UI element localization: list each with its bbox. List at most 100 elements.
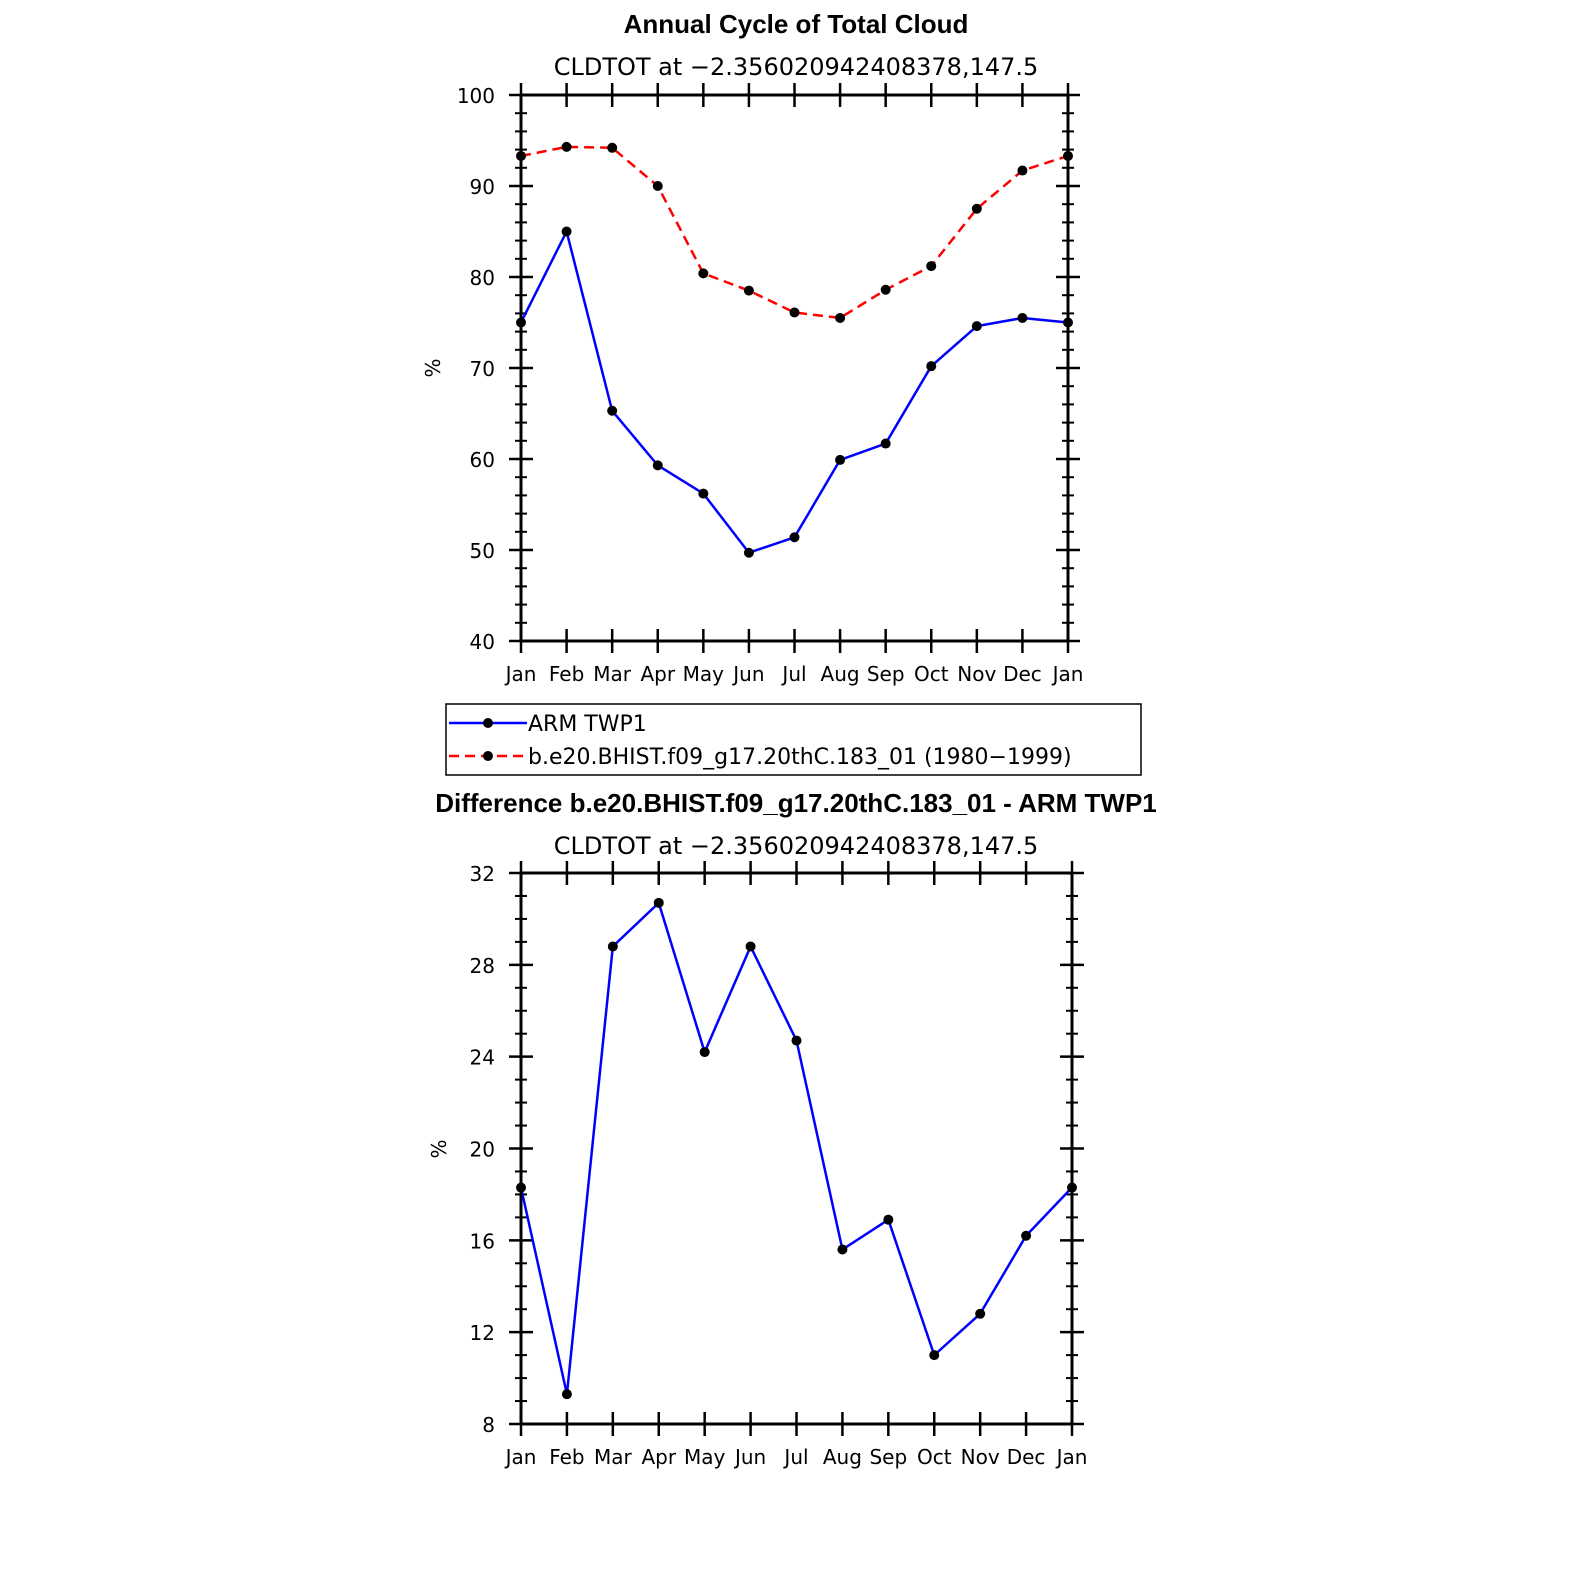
x-tick-label: Jan — [504, 662, 537, 686]
y-tick-label: 90 — [470, 175, 495, 199]
x-tick-labels: Jan Feb Mar Apr May Jun Jul Aug Sep Oct Nov Dec Jan — [504, 1445, 1088, 1469]
data-point — [607, 405, 618, 416]
y-tick-label: 60 — [470, 448, 495, 472]
x-tick-label: Feb — [549, 662, 584, 686]
data-point — [1017, 165, 1028, 176]
x-tick-label: May — [683, 662, 725, 686]
data-point — [883, 1214, 894, 1225]
y-tick-label: 28 — [470, 954, 495, 978]
legend-label-arm: ARM TWP1 — [528, 712, 647, 737]
x-tick-label: Mar — [594, 1445, 633, 1469]
x-tick-label: Dec — [1003, 662, 1042, 686]
x-tick-label: Jun — [733, 1445, 766, 1469]
y-tick-labels: 32 28 24 20 16 12 8 — [470, 862, 495, 1437]
difference-chart: Difference b.e20.BHIST.f09_g17.20thC.183… — [427, 788, 1157, 1469]
y-tick-label: 80 — [470, 266, 495, 290]
chart-subtitle: CLDTOT at −2.356020942408378,147.5 — [554, 832, 1039, 860]
chart-title: Difference b.e20.BHIST.f09_g17.20thC.183… — [435, 788, 1157, 818]
tick-marks — [509, 861, 1084, 1436]
y-tick-label: 32 — [470, 862, 495, 886]
x-tick-label: Sep — [869, 1445, 907, 1469]
data-point — [789, 307, 800, 318]
y-tick-label: 40 — [470, 630, 495, 654]
y-tick-label: 70 — [470, 357, 495, 381]
y-tick-label: 50 — [470, 539, 495, 563]
legend-label-model: b.e20.BHIST.f09_g17.20thC.183_01 (1980−1… — [528, 745, 1072, 770]
data-point — [1021, 1230, 1032, 1241]
series-line — [519, 901, 1073, 1396]
data-point — [745, 941, 756, 952]
data-point — [561, 1389, 572, 1400]
series-group — [516, 897, 1077, 1400]
data-point — [880, 438, 891, 449]
y-tick-label: 12 — [470, 1321, 495, 1345]
x-tick-label: Nov — [957, 662, 996, 686]
y-tick-label: 8 — [482, 1413, 495, 1437]
data-point — [607, 941, 618, 952]
chart-title: Annual Cycle of Total Cloud — [624, 9, 969, 39]
data-point — [653, 897, 664, 908]
x-tick-labels: Jan Feb Mar Apr May Jun Jul Aug Sep Oct Nov Dec Jan — [504, 662, 1084, 686]
data-point — [835, 312, 846, 323]
x-tick-label: Oct — [914, 662, 949, 686]
plot-frame — [519, 93, 1070, 643]
tick-marks — [509, 83, 1080, 653]
data-point — [791, 1035, 802, 1046]
y-tick-label: 100 — [457, 84, 495, 108]
legend-marker-arm — [483, 718, 493, 728]
data-point — [652, 460, 663, 471]
data-point — [975, 1308, 986, 1319]
data-point — [926, 261, 937, 272]
legend: ARM TWP1 b.e20.BHIST.f09_g17.20thC.183_0… — [445, 703, 1142, 776]
data-point — [561, 141, 572, 152]
chart-subtitle: CLDTOT at −2.356020942408378,147.5 — [554, 53, 1039, 81]
x-tick-label: Jul — [780, 662, 806, 686]
x-tick-label: Jul — [782, 1445, 808, 1469]
plot-frame — [519, 871, 1074, 1426]
data-point — [837, 1244, 848, 1255]
data-point — [789, 532, 800, 543]
x-tick-label: Aug — [823, 1445, 862, 1469]
x-tick-label: Jan — [1055, 1445, 1088, 1469]
y-tick-label: 20 — [470, 1138, 495, 1162]
data-point — [971, 203, 982, 214]
x-tick-label: Aug — [821, 662, 860, 686]
data-point — [1017, 312, 1028, 323]
x-tick-label: May — [684, 1445, 726, 1469]
x-tick-label: Sep — [867, 662, 905, 686]
data-point — [699, 1047, 710, 1058]
legend-marker-model — [483, 751, 493, 761]
x-tick-label: Apr — [641, 1445, 676, 1469]
x-tick-label: Jun — [731, 662, 764, 686]
data-point — [929, 1350, 940, 1361]
y-axis-label: % — [421, 358, 445, 377]
y-tick-labels: 100 90 80 70 60 50 40 — [457, 84, 495, 654]
y-tick-label: 16 — [470, 1229, 495, 1253]
x-tick-label: Oct — [917, 1445, 952, 1469]
data-point — [652, 181, 663, 191]
series-line — [520, 145, 1069, 320]
data-point — [880, 284, 891, 295]
data-point — [971, 321, 982, 332]
x-tick-label: Dec — [1007, 1445, 1046, 1469]
data-point — [743, 547, 754, 558]
data-point — [561, 226, 572, 237]
x-tick-label: Jan — [504, 1445, 537, 1469]
x-tick-label: Jan — [1051, 662, 1084, 686]
data-point — [698, 268, 709, 279]
annual-cycle-chart: Annual Cycle of Total Cloud CLDTOT at −2… — [421, 9, 1083, 686]
legend-box — [445, 703, 1142, 776]
x-tick-label: Apr — [640, 662, 675, 686]
y-tick-label: 24 — [470, 1046, 495, 1070]
data-point — [743, 285, 754, 296]
x-tick-label: Nov — [961, 1445, 1000, 1469]
x-tick-label: Feb — [549, 1445, 584, 1469]
x-tick-label: Mar — [593, 662, 632, 686]
series-line — [519, 230, 1069, 554]
data-point — [835, 454, 846, 465]
data-point — [926, 361, 937, 372]
data-point — [607, 142, 618, 153]
data-point — [698, 488, 709, 499]
y-axis-label: % — [427, 1139, 451, 1158]
